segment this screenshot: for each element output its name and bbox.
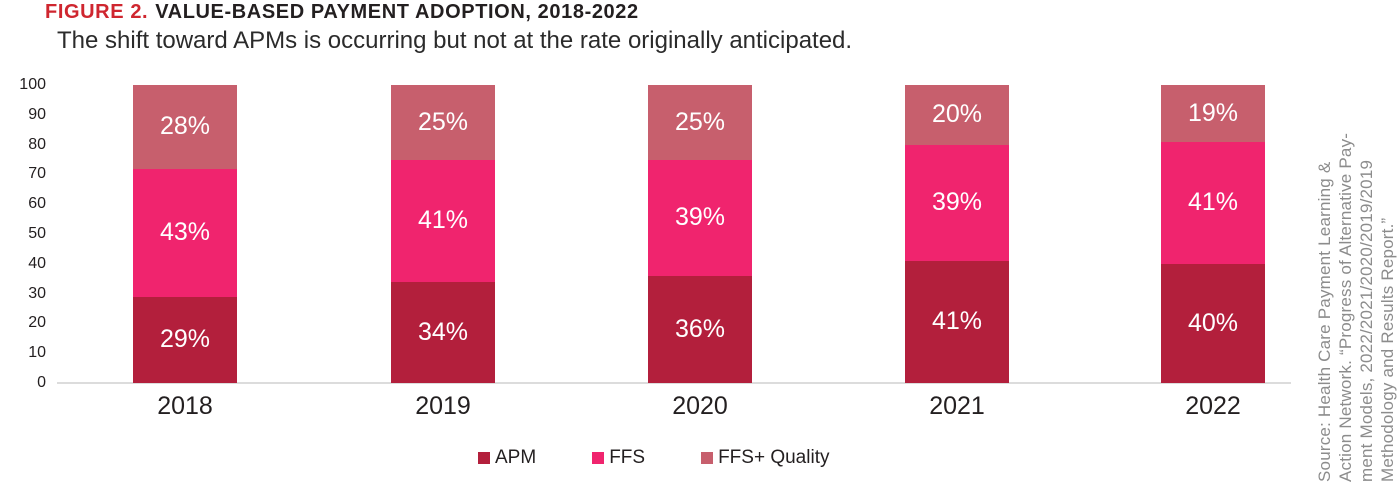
y-tick-40: 40 — [28, 254, 46, 272]
bar-segment-label: 41% — [417, 206, 469, 235]
y-tick-10: 10 — [28, 344, 46, 362]
bar-segment-label: 40% — [1187, 308, 1239, 337]
x-axis-label-2020: 2020 — [672, 392, 728, 420]
bar-segment-ffs: 39% — [905, 144, 1009, 261]
bar-segment-ffs: 41% — [391, 159, 495, 282]
bar-segment-label: 36% — [674, 314, 726, 343]
figure-title-text: VALUE-BASED PAYMENT ADOPTION, 2018-2022 — [155, 1, 639, 23]
bar-segment-label: 39% — [931, 188, 983, 217]
bar-segment-label: 41% — [931, 307, 983, 336]
bar-2022: 19% 41% 40% — [1161, 85, 1265, 383]
figure-title: FIGURE 2. VALUE-BASED PAYMENT ADOPTION, 2… — [45, 1, 639, 24]
bar-2018: 28% 43% 29% — [133, 85, 237, 383]
legend: APM FFS FFS+ Quality — [478, 447, 829, 469]
bar-segment-label: 28% — [159, 112, 211, 141]
bar-segment-label: 20% — [931, 100, 983, 129]
legend-label: APM — [495, 447, 537, 468]
bar-segment-label: 29% — [159, 325, 211, 354]
bar-segment-label: 39% — [674, 203, 726, 232]
source-line: ment Models, 2022/2021/2020/2019/2019 — [1357, 159, 1376, 482]
bar-segment-label: 25% — [417, 107, 469, 136]
bar-2021: 20% 39% 41% — [905, 85, 1009, 383]
bar-segment-ffs: 43% — [133, 168, 237, 297]
source-citation: Source: Health Care Payment Learning & Ac… — [1314, 67, 1400, 482]
y-tick-80: 80 — [28, 135, 46, 153]
bar-segment-label: 25% — [674, 107, 726, 136]
source-line: Action Network. “Progress of Alternative… — [1336, 132, 1355, 482]
bar-segment-apm: 29% — [133, 296, 237, 383]
bar-segment-ffs: 39% — [648, 159, 752, 276]
bar-2019: 25% 41% 34% — [391, 85, 495, 383]
bar-segment-ffs-quality: 28% — [133, 85, 237, 169]
x-axis-label-2021: 2021 — [929, 392, 985, 420]
y-tick-90: 90 — [28, 105, 46, 123]
legend-swatch-icon — [592, 452, 605, 464]
bar-segment-label: 41% — [1187, 188, 1239, 217]
y-tick-70: 70 — [28, 165, 46, 183]
y-tick-30: 30 — [28, 284, 46, 302]
plot-area: 28% 43% 29% 25% 41% 34% 25% 39% 36% 20% 39% 41% 19% 4… — [0, 85, 1400, 383]
bar-2020: 25% 39% 36% — [648, 85, 752, 383]
bar-segment-ffs-quality: 25% — [391, 85, 495, 160]
legend-swatch-icon — [701, 452, 714, 464]
y-tick-0: 0 — [37, 374, 46, 391]
source-line: Source: Health Care Payment Learning & — [1315, 161, 1334, 482]
bar-segment-apm: 36% — [648, 275, 752, 383]
source-text: Source: Health Care Payment Learning & Ac… — [1314, 67, 1398, 482]
x-axis-label-2018: 2018 — [157, 392, 213, 420]
legend-label: FFS — [609, 447, 646, 468]
bar-segment-label: 34% — [417, 317, 469, 346]
bar-segment-ffs: 41% — [1161, 141, 1265, 264]
legend-swatch-icon — [478, 452, 490, 464]
bar-segment-apm: 34% — [391, 281, 495, 383]
bar-segment-apm: 40% — [1161, 263, 1265, 383]
bar-segment-label: 19% — [1187, 98, 1239, 127]
y-tick-60: 60 — [28, 195, 46, 213]
bar-segment-label: 43% — [159, 218, 211, 247]
x-axis-label-2022: 2022 — [1185, 392, 1241, 420]
legend-item-apm: APM — [478, 447, 536, 469]
bar-segment-ffs-quality: 25% — [648, 85, 752, 160]
bar-segment-ffs-quality: 20% — [905, 85, 1009, 145]
source-line: Methodology and Results Report.” — [1378, 217, 1397, 482]
x-axis-label-2019: 2019 — [415, 392, 471, 420]
x-axis-line — [57, 382, 1291, 384]
legend-label: FFS+ Quality — [718, 447, 830, 468]
y-tick-20: 20 — [28, 314, 46, 332]
bar-segment-apm: 41% — [905, 260, 1009, 383]
figure-label: FIGURE 2. — [45, 1, 149, 23]
y-tick-100: 100 — [19, 76, 46, 93]
y-tick-50: 50 — [28, 225, 46, 242]
figure-subtitle: The shift toward APMs is occurring but n… — [57, 27, 853, 54]
legend-item-ffs-quality: FFS+ Quality — [701, 447, 829, 469]
legend-item-ffs: FFS — [592, 447, 645, 469]
bar-segment-ffs-quality: 19% — [1161, 85, 1265, 142]
